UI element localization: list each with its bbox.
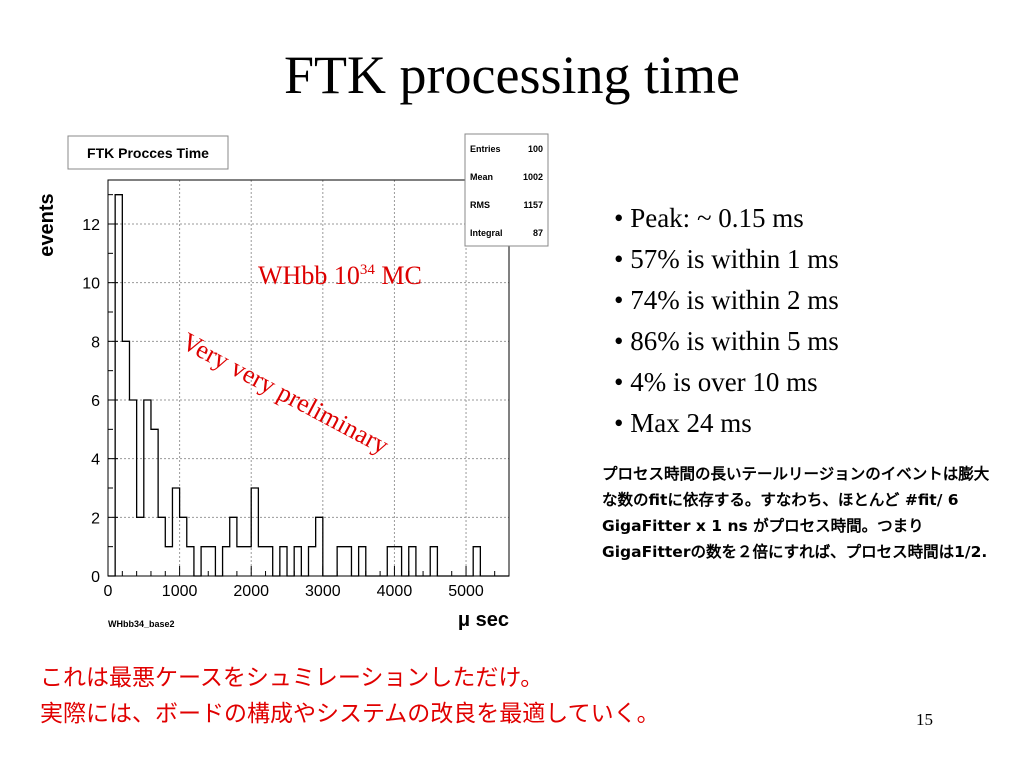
bullet-item: • 4% is over 10 ms (614, 367, 818, 397)
y-tick-label: 4 (91, 452, 100, 469)
histogram-outline (108, 194, 509, 577)
histogram-bin (223, 547, 230, 576)
histogram-bin (201, 547, 208, 576)
stats-value: 100 (528, 144, 543, 154)
x-tick-label: 3000 (305, 583, 341, 600)
x-tick-label: 4000 (377, 583, 413, 600)
preliminary-watermark: Very very preliminary (177, 327, 393, 460)
histogram-bin (115, 195, 122, 576)
footer-line: これは最悪ケースをシュミレーションしただけ。 (40, 665, 544, 691)
histogram-bin (409, 547, 416, 576)
histogram-bin (258, 547, 265, 576)
y-tick-label: 8 (91, 334, 100, 351)
histogram-bin (266, 547, 273, 576)
stats-box (464, 133, 549, 247)
histogram-bin (129, 400, 136, 576)
histogram-bin (387, 547, 394, 576)
stats-value: 1002 (523, 172, 543, 182)
histogram-bin (344, 547, 351, 576)
stats-label: Integral (470, 228, 503, 238)
histogram-bin (309, 547, 316, 576)
axis-ticks: 0 1000 2000 3000 4000 5000 0 2 4 6 8 10 12 (82, 194, 510, 600)
y-tick-label: 12 (82, 217, 100, 234)
page-number: 15 (916, 710, 933, 729)
x-axis-label: μ sec (458, 609, 509, 631)
histogram-bin (144, 400, 151, 576)
histogram-bars (108, 194, 509, 577)
histogram-chart: 0 1000 2000 3000 4000 5000 0 2 4 6 8 10 12 FTK Procc… (36, 133, 549, 631)
bullet-item: • 74% is within 2 ms (614, 285, 839, 315)
histogram-bin (430, 547, 437, 576)
histogram-bin (359, 547, 366, 576)
bullet-item: • 57% is within 1 ms (614, 244, 839, 274)
histogram-bin (151, 429, 158, 576)
sample-label: WHbb 1034 MC (258, 261, 422, 290)
histogram-bin (208, 547, 215, 576)
histogram-title: FTK Procces Time (87, 145, 209, 161)
grid-lines (108, 180, 509, 576)
summary-bullets: • Peak: ~ 0.15 ms • 57% is within 1 ms •… (614, 198, 839, 444)
histogram-bin (230, 517, 237, 576)
histogram-bin (316, 517, 323, 576)
histogram-bin (251, 488, 258, 576)
stats-rows: Entries 100 Mean 1002 RMS 1157 Integral 87 (470, 144, 543, 238)
explanation-note: プロセス時間の長いテールリージョンのイベントは膨大な数のfitに依存する。すなわ… (602, 465, 990, 561)
bullet-item: • Peak: ~ 0.15 ms (614, 203, 804, 233)
bullet-item: • Max 24 ms (614, 408, 752, 438)
histogram-bin (158, 517, 165, 576)
x-tick-label: 5000 (448, 583, 484, 600)
histogram-bin (137, 517, 144, 576)
x-tick-label: 2000 (233, 583, 269, 600)
y-tick-label: 10 (82, 276, 100, 293)
stats-value: 1157 (523, 200, 543, 210)
histogram-bin (294, 547, 301, 576)
plot-frame (107, 179, 510, 577)
y-tick-label: 0 (91, 569, 100, 586)
stats-label: Mean (470, 172, 493, 182)
y-tick-label: 6 (91, 393, 100, 410)
stats-label: Entries (470, 144, 501, 154)
histogram-bin (244, 547, 251, 576)
histogram-bin (337, 547, 344, 576)
footer-note: これは最悪ケースをシュミレーションしただけ。 実際には、ボードの構成やシステムの… (40, 660, 660, 732)
slide-title: FTK processing time (284, 45, 740, 105)
histogram-bin (180, 517, 187, 576)
histogram-name: WHbb34_base2 (108, 619, 175, 629)
y-axis-label: events (36, 193, 58, 256)
histogram-bin (187, 547, 194, 576)
x-tick-label: 0 (104, 583, 113, 600)
footer-line: 実際には、ボードの構成やシステムの改良を最適していく。 (40, 701, 660, 727)
histogram-bin (172, 488, 179, 576)
stats-label: RMS (470, 200, 490, 210)
histogram-bin (165, 547, 172, 576)
y-tick-label: 2 (91, 510, 100, 527)
histogram-bin (280, 547, 287, 576)
x-tick-label: 1000 (162, 583, 198, 600)
histogram-bin (237, 547, 244, 576)
histogram-bin (394, 547, 401, 576)
bullet-item: • 86% is within 5 ms (614, 326, 839, 356)
stats-value: 87 (533, 228, 543, 238)
histogram-bin (473, 547, 480, 576)
histogram-title-box (67, 135, 229, 170)
